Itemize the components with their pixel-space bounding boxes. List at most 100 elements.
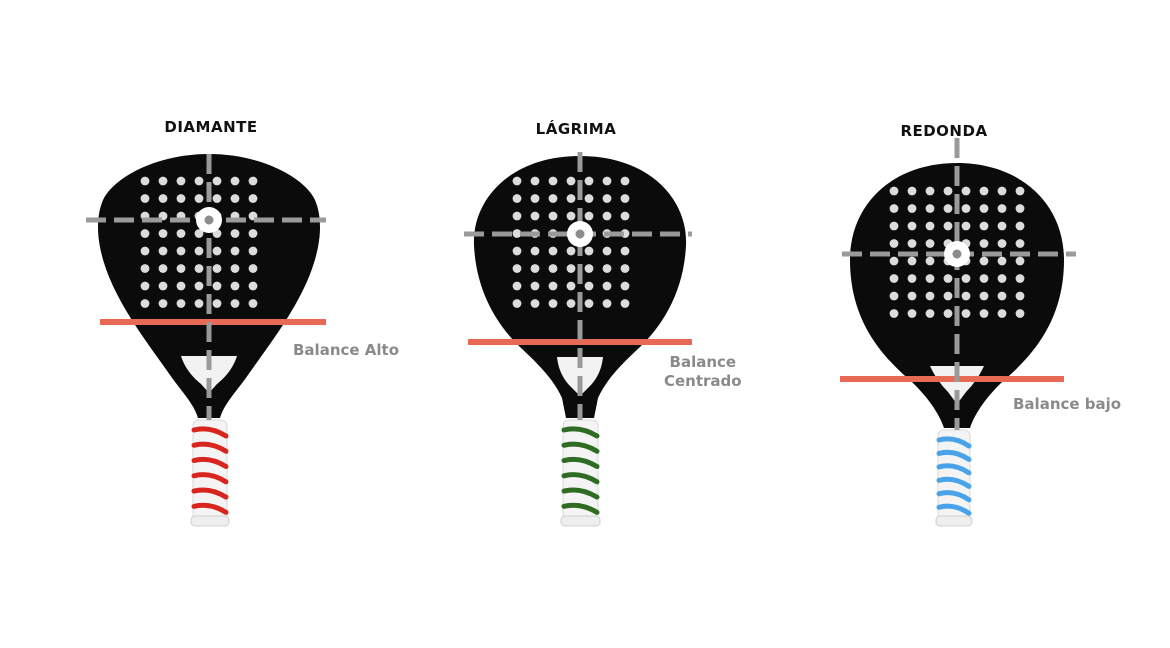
- hole: [158, 246, 168, 256]
- hole: [602, 264, 612, 273]
- hole: [620, 194, 630, 203]
- hole: [176, 176, 186, 186]
- hole: [925, 309, 935, 318]
- hole: [925, 204, 935, 213]
- hole: [925, 256, 935, 266]
- hole: [889, 256, 899, 266]
- hole: [194, 246, 204, 256]
- hole: [602, 281, 612, 291]
- hole: [889, 274, 899, 283]
- hole: [176, 194, 186, 203]
- hole: [584, 264, 594, 273]
- grip-stripe: [936, 463, 972, 476]
- hole: [158, 176, 168, 186]
- racket-redonda-balance-label: Balance bajo: [1013, 395, 1121, 414]
- racket-diamante-title: DIAMANTE: [164, 118, 258, 136]
- hole: [889, 291, 899, 301]
- hole: [602, 176, 612, 186]
- hole: [548, 176, 558, 186]
- hole: [979, 221, 989, 231]
- hole: [889, 186, 899, 196]
- hole: [176, 246, 186, 256]
- hole: [602, 211, 612, 221]
- hole: [158, 264, 168, 273]
- grip-stripe: [561, 441, 600, 454]
- hole: [512, 194, 522, 203]
- hole: [584, 246, 594, 256]
- hole: [530, 281, 540, 291]
- hole: [907, 256, 917, 266]
- hole: [943, 274, 953, 283]
- hole: [230, 194, 240, 203]
- hole: [248, 194, 258, 203]
- hole: [925, 274, 935, 283]
- hole: [212, 246, 222, 256]
- hole: [512, 299, 522, 308]
- hole: [979, 274, 989, 283]
- hole: [248, 281, 258, 291]
- hole: [140, 299, 150, 308]
- hole: [176, 229, 186, 238]
- hole: [889, 309, 899, 318]
- hole: [248, 246, 258, 256]
- hole: [194, 281, 204, 291]
- hole: [620, 211, 630, 221]
- hole: [925, 221, 935, 231]
- hole: [620, 281, 630, 291]
- hole: [961, 221, 971, 231]
- hole: [943, 309, 953, 318]
- hole: [566, 264, 576, 273]
- balance-label-line: Balance Alto: [293, 341, 400, 359]
- hole: [548, 264, 558, 273]
- hole: [140, 264, 150, 273]
- hole: [961, 274, 971, 283]
- racket-lagrima-balance-label: Balance Centrado: [664, 353, 742, 391]
- grip-stripe: [191, 426, 229, 439]
- throat-opening: [930, 366, 984, 404]
- hole: [925, 186, 935, 196]
- grip-stripe: [561, 487, 600, 500]
- hole: [530, 299, 540, 308]
- hole: [907, 221, 917, 231]
- hole: [997, 186, 1007, 196]
- hole: [997, 239, 1007, 248]
- hole: [979, 256, 989, 266]
- hole: [979, 291, 989, 301]
- grip-butt-cap: [935, 515, 973, 527]
- hole: [907, 204, 917, 213]
- hole: [158, 299, 168, 308]
- hole: [176, 264, 186, 273]
- grip-stripe: [191, 456, 229, 470]
- hole: [925, 239, 935, 248]
- hole: [889, 221, 899, 231]
- hole: [889, 204, 899, 213]
- hole: [1015, 274, 1025, 283]
- hole: [194, 229, 204, 238]
- hole: [248, 229, 258, 238]
- hole: [140, 281, 150, 291]
- hole: [620, 176, 630, 186]
- racket-diamante-balance-label: Balance Alto: [293, 341, 399, 360]
- hole: [979, 309, 989, 318]
- hole: [1015, 221, 1025, 231]
- hole: [997, 256, 1007, 266]
- hole: [997, 309, 1007, 318]
- balance-label-line: Balance: [669, 353, 737, 371]
- hole: [961, 204, 971, 213]
- grip-stripe: [191, 472, 229, 485]
- hole: [566, 194, 576, 203]
- hole: [212, 194, 222, 203]
- hole: [889, 239, 899, 248]
- hole: [158, 194, 168, 203]
- hole: [512, 246, 522, 256]
- balance-label-line: Centrado: [664, 372, 742, 390]
- hole: [602, 246, 612, 256]
- hole: [230, 246, 240, 256]
- hole: [512, 229, 522, 238]
- hole: [140, 246, 150, 256]
- hole: [158, 229, 168, 238]
- hole: [548, 246, 558, 256]
- hole: [248, 176, 258, 186]
- hole: [176, 299, 186, 308]
